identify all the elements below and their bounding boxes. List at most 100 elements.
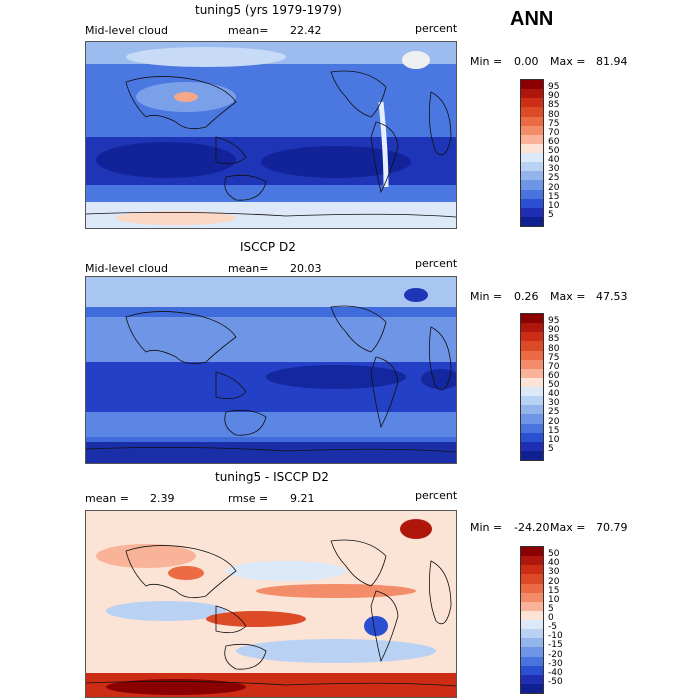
panel3-map (85, 510, 457, 698)
colorbar-tick-label: 95 (548, 316, 560, 327)
colorbar-tick-label: 90 (548, 91, 560, 102)
colorbar-swatch (521, 414, 543, 424)
panel1-map-background (86, 42, 456, 228)
colorbar-tick-label: 80 (548, 109, 560, 120)
colorbar-swatch (521, 683, 543, 693)
colorbar-tick-label: -50 (548, 676, 563, 687)
panel1-variable-label: Mid-level cloud (85, 24, 168, 37)
colorbar-tick-label: 5 (548, 603, 554, 614)
panel2-variable-label: Mid-level cloud (85, 262, 168, 275)
colorbar-swatch (521, 80, 543, 90)
panel2-min-value: 0.26 (514, 290, 539, 303)
colorbar-tick-label: 40 (548, 389, 560, 400)
colorbar-tick-label: 75 (548, 118, 560, 129)
colorbar-swatch (521, 583, 543, 593)
panel1-coast-australia (224, 174, 267, 201)
colorbar-swatch (521, 207, 543, 217)
colorbar-tick-label: 30 (548, 164, 560, 175)
panel2-coast-indonesia (215, 371, 247, 400)
panel3-colorbar (520, 546, 544, 694)
panel2-map-svg (86, 277, 456, 463)
panel3-asia-positive (96, 544, 196, 568)
colorbar-swatch (521, 450, 543, 460)
panel2-coast-australia (224, 409, 267, 436)
colorbar-tick-label: 5 (548, 209, 554, 220)
colorbar-tick-label: -5 (548, 622, 557, 633)
colorbar-swatch (521, 665, 543, 675)
panel1-map-svg (86, 42, 456, 228)
colorbar-tick-label: 60 (548, 370, 560, 381)
panel1-mean-value: 22.42 (290, 24, 322, 37)
colorbar-swatch (521, 98, 543, 108)
colorbar-swatch (521, 441, 543, 451)
colorbar-tick-label: 30 (548, 567, 560, 578)
colorbar-tick-label: 85 (548, 334, 560, 345)
panel3-mean-value: 2.39 (150, 492, 175, 505)
panel3-max-value: 70.79 (596, 521, 628, 534)
panel3-title: tuning5 - ISCCP D2 (215, 470, 329, 484)
panel3-indian-negative (106, 601, 226, 621)
panel3-tibet-positive (168, 566, 204, 580)
panel2-mean-value: 20.03 (290, 262, 322, 275)
colorbar-tick-label: 10 (548, 434, 560, 445)
panel3-coast-indonesia (215, 605, 247, 634)
colorbar-swatch (521, 432, 543, 442)
colorbar-tick-label: 85 (548, 100, 560, 111)
colorbar-swatch (521, 656, 543, 666)
colorbar-swatch (521, 162, 543, 172)
panel2-coast-north-america (330, 305, 387, 353)
panel1-map (85, 41, 457, 229)
panel2-units: percent (415, 257, 458, 270)
colorbar-swatch (521, 574, 543, 584)
colorbar-tick-label: 20 (548, 576, 560, 587)
panel1-max-value: 81.94 (596, 55, 628, 68)
panel1-coast-indonesia (215, 136, 247, 165)
panel1-min-label: Min = (470, 55, 503, 68)
panel3-min-label: Min = (470, 521, 503, 534)
panel2-coast-south-america (370, 356, 399, 429)
panel3-coast-north-america (330, 539, 387, 587)
panel2-map (85, 276, 457, 464)
panel2-min-label: Min = (470, 290, 503, 303)
colorbar-tick-label: 90 (548, 325, 560, 336)
colorbar-tick-label: 25 (548, 407, 560, 418)
panel2-mean-label: mean= (228, 262, 269, 275)
panel1-arctic-high (126, 47, 286, 67)
panel2-coast-africa (428, 326, 452, 391)
colorbar-swatch (521, 107, 543, 117)
panel3-andes-negative (364, 616, 388, 636)
colorbar-tick-label: 50 (548, 549, 560, 560)
colorbar-swatch (521, 368, 543, 378)
colorbar-swatch (521, 134, 543, 144)
colorbar-swatch (521, 180, 543, 190)
panel1-max-label: Max = (550, 55, 586, 68)
colorbar-tick-label: 15 (548, 191, 560, 202)
panel1-coastlines (86, 70, 456, 218)
colorbar-tick-label: -15 (548, 640, 563, 651)
colorbar-tick-label: 20 (548, 416, 560, 427)
panel2-southern-mid (86, 412, 456, 437)
panel3-coast-south-america (370, 590, 399, 663)
colorbar-swatch (521, 323, 543, 333)
colorbar-swatch (521, 405, 543, 415)
panel2-pacific-low (266, 365, 406, 389)
colorbar-swatch (521, 125, 543, 135)
panel2-colorbar (520, 313, 544, 461)
panel1-coast-asia (125, 76, 237, 130)
colorbar-tick-label: 30 (548, 398, 560, 409)
panel1-coast-north-america (330, 70, 387, 118)
panel1-indian-low (96, 142, 236, 178)
panel2-greenland-low (404, 288, 428, 302)
panel3-min-value: -24.20 (514, 521, 550, 534)
colorbar-swatch (521, 387, 543, 397)
panel3-coast-africa (428, 560, 452, 625)
panel1-coast-africa (428, 91, 452, 156)
colorbar-swatch (521, 396, 543, 406)
panel1-pacific-low (261, 146, 411, 178)
colorbar-tick-label: 40 (548, 155, 560, 166)
colorbar-swatch (521, 601, 543, 611)
panel3-coast-antarctica (86, 681, 456, 687)
colorbar-swatch (521, 592, 543, 602)
panel2-coastlines (86, 305, 456, 453)
colorbar-tick-label: 20 (548, 182, 560, 193)
